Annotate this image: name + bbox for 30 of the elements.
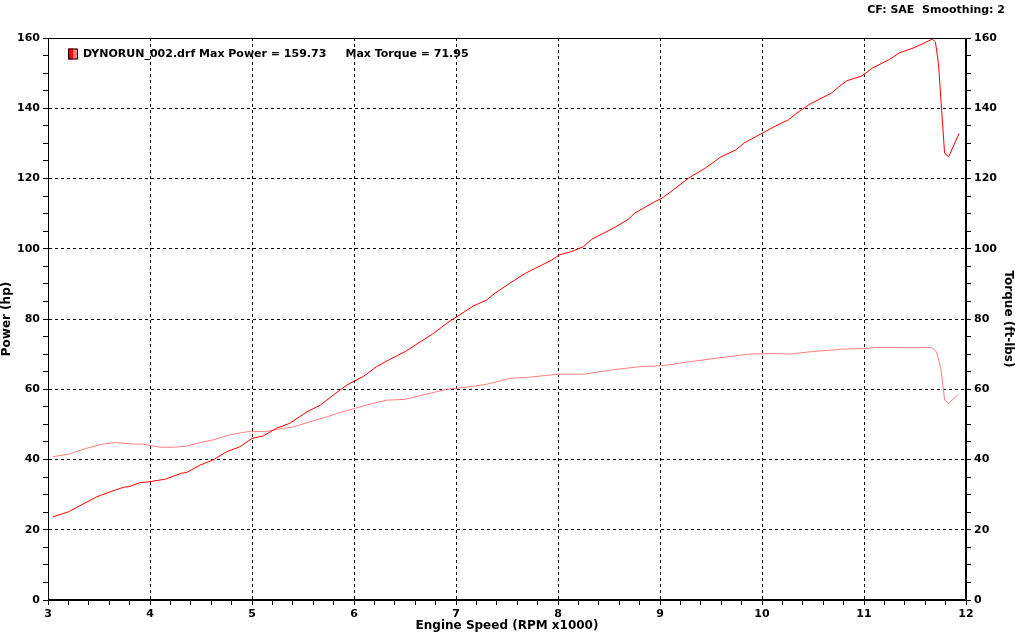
y2-tick-label: 60 bbox=[974, 382, 990, 396]
legend-label: DYNORUN_002.drf Max Power = 159.73 Max Torque = 71.95 bbox=[83, 46, 469, 60]
y-tick-label: 80 bbox=[24, 311, 41, 325]
x-tick-label: 9 bbox=[656, 607, 664, 621]
text: CF: SAE Smoothing: 2 bbox=[867, 2, 1005, 16]
y-tick-label: 120 bbox=[17, 171, 41, 185]
x-tick-label: 6 bbox=[350, 607, 359, 621]
y-tick-label: 160 bbox=[17, 30, 41, 44]
y-tick-label: 40 bbox=[24, 452, 41, 466]
y-tick-label: 60 bbox=[24, 382, 41, 396]
y2-tick-label: 20 bbox=[974, 522, 990, 536]
y2-tick-label: 140 bbox=[974, 101, 998, 115]
y2-axis-title: Torque (ft-lbs) bbox=[1001, 270, 1015, 368]
y-tick-label: 0 bbox=[32, 592, 41, 606]
x-tick-label: 12 bbox=[958, 607, 974, 621]
y-axis-title: Power (hp) bbox=[0, 281, 14, 357]
y2-tick-label: 80 bbox=[974, 311, 990, 325]
y2-tick-label: 160 bbox=[974, 30, 998, 44]
y2-tick-label: 0 bbox=[974, 592, 982, 606]
x-tick-label: 3 bbox=[44, 607, 52, 621]
y-tick-label: 140 bbox=[17, 101, 41, 115]
y2-tick-label: 40 bbox=[974, 452, 990, 466]
y-tick-label: 20 bbox=[24, 522, 41, 536]
x-tick-label: 11 bbox=[856, 607, 872, 621]
y2-tick-label: 100 bbox=[974, 241, 998, 255]
y-tick-label: 100 bbox=[17, 241, 41, 255]
x-tick-label: 4 bbox=[146, 607, 155, 621]
x-tick-label: 5 bbox=[248, 607, 256, 621]
x-tick-label: 10 bbox=[754, 607, 770, 621]
y2-tick-label: 120 bbox=[974, 171, 998, 185]
